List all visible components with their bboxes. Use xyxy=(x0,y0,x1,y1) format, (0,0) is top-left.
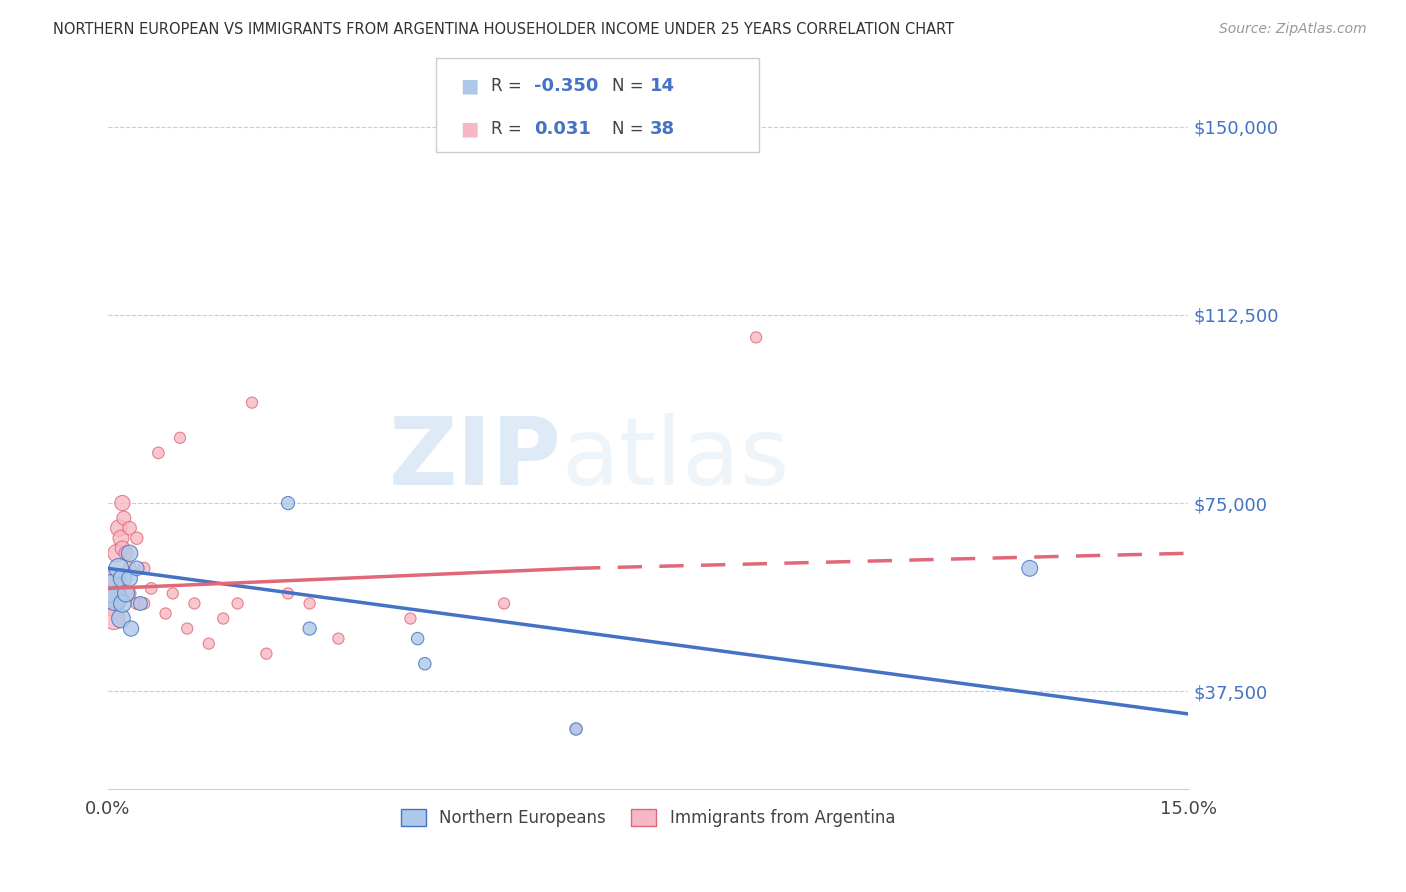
Point xyxy=(406,632,429,646)
Point xyxy=(125,531,148,545)
Point xyxy=(98,582,121,596)
Text: R =: R = xyxy=(491,78,527,95)
Point xyxy=(120,622,142,636)
Point xyxy=(104,571,127,585)
Point xyxy=(115,546,138,560)
Point xyxy=(745,330,768,344)
Point xyxy=(198,637,221,651)
Point xyxy=(100,582,122,596)
Text: 0.031: 0.031 xyxy=(534,120,591,137)
Point xyxy=(129,597,152,611)
Point xyxy=(413,657,436,671)
Point xyxy=(162,586,184,600)
Point xyxy=(107,561,129,575)
Point xyxy=(277,496,299,510)
Point xyxy=(105,546,128,560)
Point xyxy=(492,597,515,611)
Point xyxy=(565,722,588,736)
Point xyxy=(125,597,148,611)
Point xyxy=(118,586,141,600)
Point xyxy=(155,607,177,621)
Text: 14: 14 xyxy=(650,78,675,95)
Point xyxy=(183,597,205,611)
Point xyxy=(111,597,134,611)
Text: 38: 38 xyxy=(650,120,675,137)
Text: NORTHERN EUROPEAN VS IMMIGRANTS FROM ARGENTINA HOUSEHOLDER INCOME UNDER 25 YEARS: NORTHERN EUROPEAN VS IMMIGRANTS FROM ARG… xyxy=(53,22,955,37)
Text: N =: N = xyxy=(612,78,648,95)
Text: N =: N = xyxy=(612,120,648,137)
Point xyxy=(328,632,350,646)
Text: ■: ■ xyxy=(460,119,478,138)
Point xyxy=(1018,561,1040,575)
Text: atlas: atlas xyxy=(561,413,790,505)
Point xyxy=(111,541,134,556)
Point xyxy=(111,496,134,510)
Point xyxy=(125,561,148,575)
Point xyxy=(110,611,132,625)
Point xyxy=(298,622,321,636)
Point xyxy=(118,546,141,560)
Point xyxy=(118,561,141,575)
Point xyxy=(100,597,122,611)
Point xyxy=(111,571,134,585)
Legend: Northern Europeans, Immigrants from Argentina: Northern Europeans, Immigrants from Arge… xyxy=(395,802,901,834)
Point xyxy=(148,446,170,460)
Point xyxy=(169,431,191,445)
Point xyxy=(104,591,127,606)
Point xyxy=(118,521,141,535)
Point xyxy=(399,611,422,625)
Point xyxy=(107,521,129,535)
Point xyxy=(226,597,249,611)
Text: R =: R = xyxy=(491,120,527,137)
Point xyxy=(103,611,125,625)
Point xyxy=(141,582,163,596)
Text: ■: ■ xyxy=(460,77,478,95)
Point xyxy=(240,395,263,409)
Point xyxy=(115,586,138,600)
Point xyxy=(298,597,321,611)
Point xyxy=(132,597,155,611)
Point xyxy=(110,531,132,545)
Point xyxy=(254,647,277,661)
Text: Source: ZipAtlas.com: Source: ZipAtlas.com xyxy=(1219,22,1367,37)
Point xyxy=(118,571,141,585)
Point xyxy=(132,561,155,575)
Point xyxy=(112,511,135,525)
Point xyxy=(565,722,588,736)
Point xyxy=(176,622,198,636)
Text: ZIP: ZIP xyxy=(389,413,561,505)
Text: -0.350: -0.350 xyxy=(534,78,599,95)
Point xyxy=(212,611,235,625)
Point xyxy=(277,586,299,600)
Point xyxy=(104,591,127,606)
